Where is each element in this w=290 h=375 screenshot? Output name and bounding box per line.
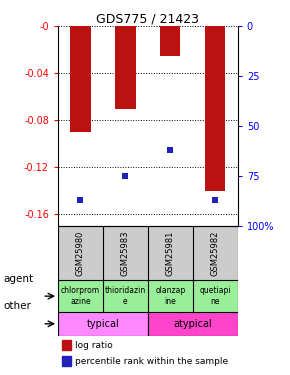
Bar xyxy=(61,340,71,350)
Bar xyxy=(61,356,71,366)
Bar xyxy=(70,26,90,132)
Bar xyxy=(115,26,135,109)
Bar xyxy=(58,312,148,336)
Text: agent: agent xyxy=(3,274,33,284)
Text: olanzap
ine: olanzap ine xyxy=(155,286,186,306)
Text: GSM25983: GSM25983 xyxy=(121,231,130,276)
Text: atypical: atypical xyxy=(173,319,212,329)
Bar xyxy=(205,26,225,191)
Text: GSM25981: GSM25981 xyxy=(166,231,175,276)
Text: log ratio: log ratio xyxy=(75,341,113,350)
Text: quetiapi
ne: quetiapi ne xyxy=(200,286,231,306)
Text: thioridazin
e: thioridazin e xyxy=(105,286,146,306)
Text: other: other xyxy=(3,301,31,310)
Text: GSM25982: GSM25982 xyxy=(211,231,220,276)
Title: GDS775 / 21423: GDS775 / 21423 xyxy=(96,12,200,25)
Bar xyxy=(160,26,180,56)
Text: percentile rank within the sample: percentile rank within the sample xyxy=(75,357,228,366)
Text: typical: typical xyxy=(87,319,119,329)
Text: chlorprom
azine: chlorprom azine xyxy=(61,286,100,306)
Text: GSM25980: GSM25980 xyxy=(76,231,85,276)
Bar xyxy=(148,312,238,336)
